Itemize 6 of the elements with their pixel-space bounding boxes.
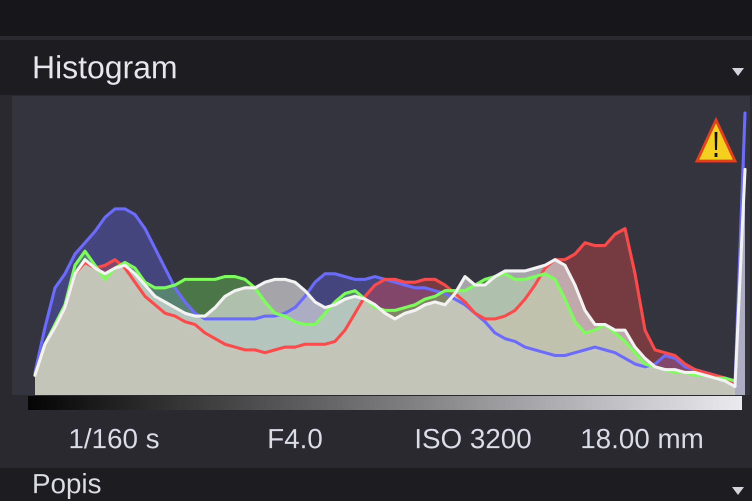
text: 1/160 s bbox=[70, 428, 159, 448]
text: 18.00 mm bbox=[582, 428, 702, 448]
chart-title: Histogram bbox=[34, 55, 176, 85]
text: F4.0 bbox=[269, 428, 322, 448]
text: ISO 3200 bbox=[416, 428, 531, 448]
text: Popis bbox=[34, 473, 100, 499]
